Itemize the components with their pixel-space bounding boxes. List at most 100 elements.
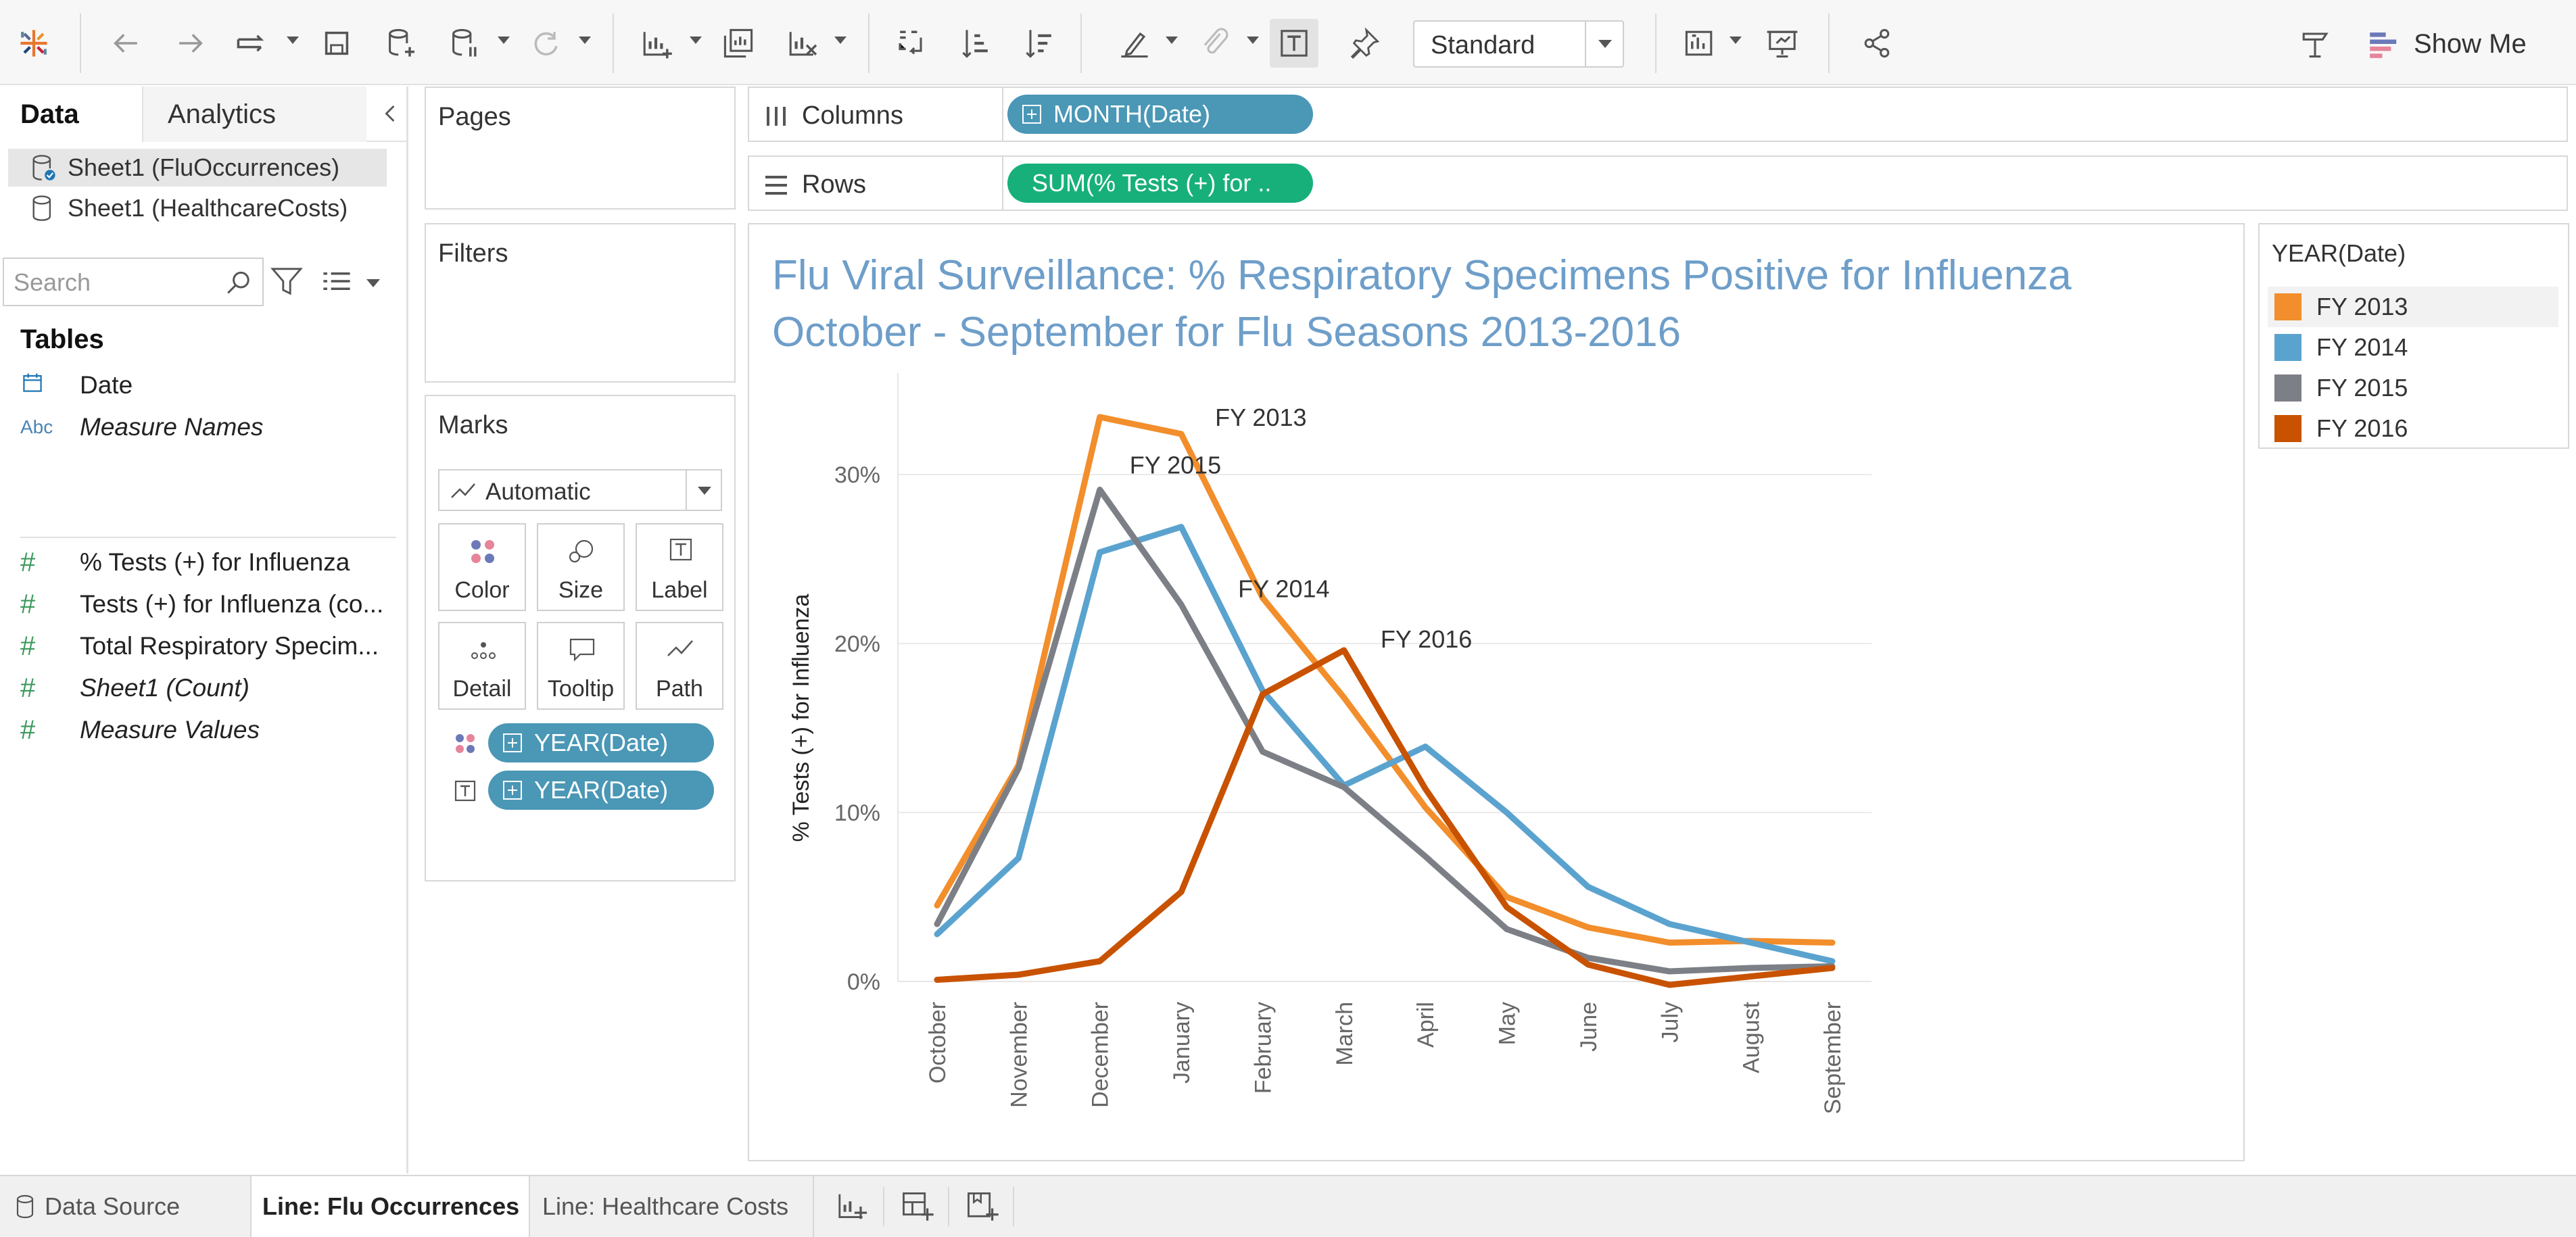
path-label: Path (656, 676, 703, 702)
filters-title: Filters (438, 239, 508, 268)
legend-item-fy2015[interactable]: FY 2015 (2268, 368, 2558, 408)
share-icon[interactable] (1853, 19, 1901, 68)
new-worksheet-icon[interactable] (631, 19, 680, 68)
sheet-tab-healthcare-costs[interactable]: Line: Healthcare Costs (530, 1176, 814, 1237)
x-tick-label: October (925, 1002, 951, 1084)
tooltip-icon[interactable] (2291, 19, 2339, 68)
color-button[interactable]: Color (438, 523, 526, 611)
replay-icon[interactable] (227, 19, 276, 68)
detail-button[interactable]: Detail (438, 622, 526, 710)
save-icon[interactable] (312, 19, 361, 68)
new-worksheet-dropdown[interactable] (690, 37, 702, 44)
filters-card[interactable]: Filters (425, 223, 736, 383)
highlight-dropdown[interactable] (1166, 37, 1178, 44)
tab-data[interactable]: Data (0, 87, 143, 142)
view-list-dropdown[interactable] (366, 279, 380, 287)
data-source-tab[interactable]: Data Source (0, 1176, 252, 1237)
show-cards-dropdown[interactable] (1730, 37, 1742, 44)
series-annotation: FY 2015 (1130, 452, 1221, 479)
month-date-pill[interactable]: MONTH(Date) (1007, 95, 1313, 134)
new-worksheet-tab-icon[interactable] (821, 1187, 884, 1226)
color-year-pill[interactable]: YEAR(Date) (488, 723, 714, 762)
datasource-flu-occurrences[interactable]: Sheet1 (FluOccurrences) (8, 149, 387, 187)
refresh-icon[interactable] (521, 19, 569, 68)
pin-icon[interactable] (1340, 19, 1389, 68)
field-label: Total Respiratory Specim... (80, 632, 379, 660)
show-me-label: Show Me (2414, 28, 2527, 59)
replay-dropdown[interactable] (287, 37, 299, 44)
refresh-dropdown[interactable] (579, 37, 591, 44)
path-button[interactable]: Path (636, 622, 723, 710)
search-icon[interactable] (223, 267, 256, 299)
legend-label: FY 2013 (2316, 293, 2408, 320)
sheet-tab-flu-occurrences[interactable]: Line: Flu Occurrences (252, 1176, 530, 1237)
legend-item-fy2013[interactable]: FY 2013 (2268, 287, 2558, 327)
rows-shelf[interactable]: Rows SUM(% Tests (+) for .. (748, 155, 2568, 211)
legend-item-fy2014[interactable]: FY 2014 (2268, 327, 2558, 368)
x-tick-label: June (1576, 1002, 1602, 1052)
y-tick-label: 10% (834, 800, 880, 826)
datasource-healthcare-costs[interactable]: Sheet1 (HealthcareCosts) (8, 189, 387, 227)
x-tick-label: November (1006, 1002, 1032, 1108)
redo-icon[interactable] (166, 19, 215, 68)
flu-line-chart[interactable]: 0% 10% 20% 30% % Tests (+) for Influenza Octo… (749, 224, 2243, 1160)
marks-card: Marks Automatic Color Size Label Detail … (425, 395, 736, 881)
label-encoding-icon (454, 780, 476, 802)
view-list-icon[interactable] (318, 262, 356, 300)
show-cards-icon[interactable] (1675, 19, 1724, 68)
legend-item-fy2016[interactable]: FY 2016 (2268, 408, 2558, 449)
presentation-icon[interactable] (1758, 19, 1807, 68)
new-dashboard-tab-icon[interactable] (886, 1187, 949, 1226)
color-label: Color (454, 577, 510, 603)
show-me-button[interactable]: Show Me (2366, 20, 2527, 68)
pause-dropdown[interactable] (498, 37, 510, 44)
number-type-icon: # (20, 714, 36, 745)
tab-analytics[interactable]: Analytics (143, 87, 366, 142)
sort-ascending-icon[interactable] (952, 19, 1001, 68)
new-datasource-icon[interactable] (376, 19, 425, 68)
legend-swatch (2274, 293, 2301, 320)
filter-icon[interactable] (269, 262, 304, 300)
undo-icon[interactable] (101, 19, 150, 68)
group-dropdown[interactable] (1247, 37, 1259, 44)
expand-icon (503, 733, 522, 752)
field-date[interactable]: Date (20, 365, 399, 406)
field-sheet-count[interactable]: # Sheet1 (Count) (20, 668, 399, 708)
pane-tabs: Data Analytics (0, 87, 408, 142)
pill-label: SUM(% Tests (+) for .. (1032, 169, 1272, 197)
sort-descending-icon[interactable] (1016, 19, 1064, 68)
field-pct-tests-positive[interactable]: # % Tests (+) for Influenza (20, 542, 399, 583)
duplicate-icon[interactable] (714, 19, 763, 68)
label-year-pill[interactable]: YEAR(Date) (488, 771, 714, 810)
label-button[interactable]: Label (636, 523, 723, 611)
fit-dropdown[interactable]: Standard (1413, 20, 1624, 68)
new-story-tab-icon[interactable] (951, 1187, 1014, 1226)
clear-dropdown[interactable] (834, 37, 846, 44)
y-tick-label: 30% (834, 462, 880, 488)
pages-card[interactable]: Pages (425, 87, 736, 210)
collapse-pane-icon[interactable] (376, 99, 406, 128)
view-title-line2: October - September for Flu Seasons 2013… (772, 309, 1681, 356)
field-measure-names[interactable]: Abc Measure Names (20, 407, 399, 447)
pill-label: MONTH(Date) (1053, 100, 1210, 128)
highlight-icon[interactable] (1110, 19, 1159, 68)
pause-updates-icon[interactable] (439, 19, 488, 68)
search-input[interactable] (14, 266, 223, 299)
swap-icon[interactable] (887, 19, 936, 68)
columns-shelf[interactable]: Columns MONTH(Date) (748, 87, 2568, 142)
tooltip-button[interactable]: Tooltip (537, 622, 625, 710)
series-annotation: FY 2014 (1238, 575, 1329, 603)
sheet-tab-label: Line: Flu Occurrences (262, 1192, 520, 1220)
size-button[interactable]: Size (537, 523, 625, 611)
group-icon[interactable] (1190, 19, 1239, 68)
field-measure-values[interactable]: # Measure Values (20, 710, 399, 750)
field-tests-positive[interactable]: # Tests (+) for Influenza (co... (20, 584, 399, 625)
path-icon (667, 640, 693, 656)
show-labels-icon[interactable] (1270, 19, 1318, 68)
field-total-specimens[interactable]: # Total Respiratory Specim... (20, 626, 399, 666)
tableau-logo-icon[interactable] (9, 19, 58, 68)
clear-sheet-icon[interactable] (778, 19, 826, 68)
mark-type-dropdown[interactable]: Automatic (438, 469, 722, 511)
sum-pct-tests-pill[interactable]: SUM(% Tests (+) for .. (1007, 164, 1313, 203)
